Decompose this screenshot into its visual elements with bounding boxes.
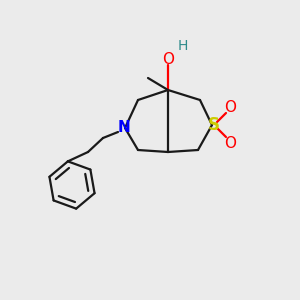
- Text: S: S: [208, 116, 220, 134]
- Text: O: O: [162, 52, 174, 67]
- Text: N: N: [118, 121, 130, 136]
- Text: O: O: [224, 100, 236, 115]
- Text: H: H: [178, 39, 188, 53]
- Text: O: O: [224, 136, 236, 151]
